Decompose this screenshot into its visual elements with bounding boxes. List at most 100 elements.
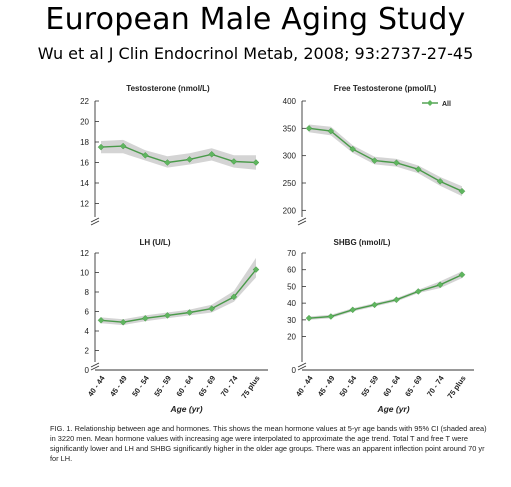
data-point xyxy=(349,306,356,314)
page-title: European Male Aging Study xyxy=(45,2,466,37)
data-point xyxy=(119,142,127,150)
x-tick-label: 60 - 64 xyxy=(174,373,195,398)
data-point xyxy=(164,159,171,166)
y-tick-label: 10 xyxy=(80,269,89,278)
figure-caption: FIG. 1. Relationship between age and hor… xyxy=(50,424,487,463)
data-point xyxy=(436,281,444,289)
x-tick-label: 60 - 64 xyxy=(381,373,402,398)
data-point xyxy=(230,158,238,165)
data-point xyxy=(142,315,149,322)
y-tick-label: 250 xyxy=(283,179,297,188)
chart-panel-4: SHBG (nmol/L) 0 20 30 40 50 60 70 40 - 44 45 - 49… xyxy=(287,238,474,414)
data-point xyxy=(208,151,215,158)
y-tick-label: 300 xyxy=(283,152,297,161)
data-point xyxy=(371,301,378,309)
chart-panel-1: Testosterone (nmol/L) 12 14 16 18 20 22 xyxy=(80,84,260,226)
y-tick-label: 20 xyxy=(287,333,296,342)
y-tick-label: 22 xyxy=(80,97,89,106)
x-tick-label: 55 - 59 xyxy=(152,374,173,398)
data-point xyxy=(164,312,171,319)
chart-title: Testosterone (nmol/L) xyxy=(126,84,210,93)
y-tick-label: 8 xyxy=(85,288,90,297)
y-tick-label: 200 xyxy=(283,206,297,215)
data-point xyxy=(186,156,193,163)
data-point xyxy=(97,143,105,151)
chart-panel-2: Free Testosterone (pmol/L) 200 250 300 350 40… xyxy=(283,84,466,226)
y-tick-label: 14 xyxy=(80,179,89,188)
x-tick-label: 65 - 69 xyxy=(403,374,424,398)
y-tick-label: 60 xyxy=(287,266,296,275)
series-line xyxy=(308,127,463,192)
data-point xyxy=(142,152,149,159)
x-tick-label: 75 plus xyxy=(239,374,261,400)
y-tick-label: 6 xyxy=(85,308,90,317)
axis-break-mark xyxy=(90,217,100,226)
data-point xyxy=(305,125,313,132)
data-point xyxy=(458,187,466,195)
data-point xyxy=(436,178,444,185)
y-tick-label: 2 xyxy=(85,347,90,356)
data-point xyxy=(458,271,466,279)
legend-marker xyxy=(427,100,433,106)
ci-band xyxy=(309,124,462,197)
chart-title: Free Testosterone (pmol/L) xyxy=(334,84,437,93)
data-point xyxy=(393,296,400,304)
y-tick-label: 12 xyxy=(80,200,89,209)
data-point xyxy=(305,314,313,322)
data-point xyxy=(252,159,260,166)
y-tick-label: 0 xyxy=(292,366,297,375)
y-tick-label: 20 xyxy=(80,118,89,127)
ci-band xyxy=(101,139,256,170)
ci-band xyxy=(309,271,462,320)
ci-band xyxy=(101,257,256,326)
y-tick-label: 4 xyxy=(85,327,90,336)
series-line xyxy=(100,145,257,164)
data-point xyxy=(208,305,215,312)
x-axis-label: Age (yr) xyxy=(376,404,409,414)
x-tick-label: 75 plus xyxy=(445,374,467,400)
x-tick-label: 45 - 49 xyxy=(316,374,337,398)
chart-title: LH (U/L) xyxy=(139,238,170,247)
axis-break-mark xyxy=(297,362,307,371)
x-tick-label: 45 - 49 xyxy=(108,374,129,398)
chart-panel-3: LH (U/L) 0 2 4 6 8 10 12 40 - 44 45 - 49 50 - 54 55… xyxy=(80,238,268,414)
chart-title: SHBG (nmol/L) xyxy=(334,238,391,247)
page-subtitle: Wu et al J Clin Endocrinol Metab, 2008; … xyxy=(37,44,474,63)
data-point xyxy=(327,127,335,135)
data-point xyxy=(349,145,356,153)
y-tick-label: 30 xyxy=(287,316,296,325)
data-point xyxy=(371,157,378,164)
x-axis-label: Age (yr) xyxy=(169,404,202,414)
data-point xyxy=(119,318,127,326)
x-tick-label: 65 - 69 xyxy=(197,374,218,398)
legend-label: All xyxy=(442,101,451,108)
x-tick-label: 55 - 59 xyxy=(359,374,380,398)
data-point xyxy=(186,309,193,316)
y-tick-label: 0 xyxy=(85,366,90,375)
series-line xyxy=(100,269,257,323)
series-line xyxy=(308,274,463,319)
data-point xyxy=(393,159,400,167)
y-tick-label: 70 xyxy=(287,249,296,258)
y-tick-label: 350 xyxy=(283,124,297,133)
axis-break-mark xyxy=(90,362,100,371)
x-tick-label: 70 - 74 xyxy=(219,373,240,398)
data-point xyxy=(97,316,105,324)
data-point xyxy=(230,293,238,301)
x-tick-label: 50 - 54 xyxy=(338,373,359,398)
data-point xyxy=(415,166,422,173)
data-point xyxy=(252,266,260,273)
axis-break-mark xyxy=(297,217,307,226)
x-tick-label: 50 - 54 xyxy=(130,373,151,398)
x-tick-label: 70 - 74 xyxy=(425,373,446,398)
x-tick-label: 40 - 44 xyxy=(294,373,315,398)
data-point xyxy=(415,288,422,295)
data-point xyxy=(327,313,335,320)
x-tick-label: 40 - 44 xyxy=(86,373,107,398)
y-tick-label: 40 xyxy=(287,299,296,308)
y-tick-label: 12 xyxy=(80,249,89,258)
y-tick-label: 400 xyxy=(283,97,297,106)
y-tick-label: 18 xyxy=(80,138,89,147)
y-tick-label: 16 xyxy=(80,159,89,168)
